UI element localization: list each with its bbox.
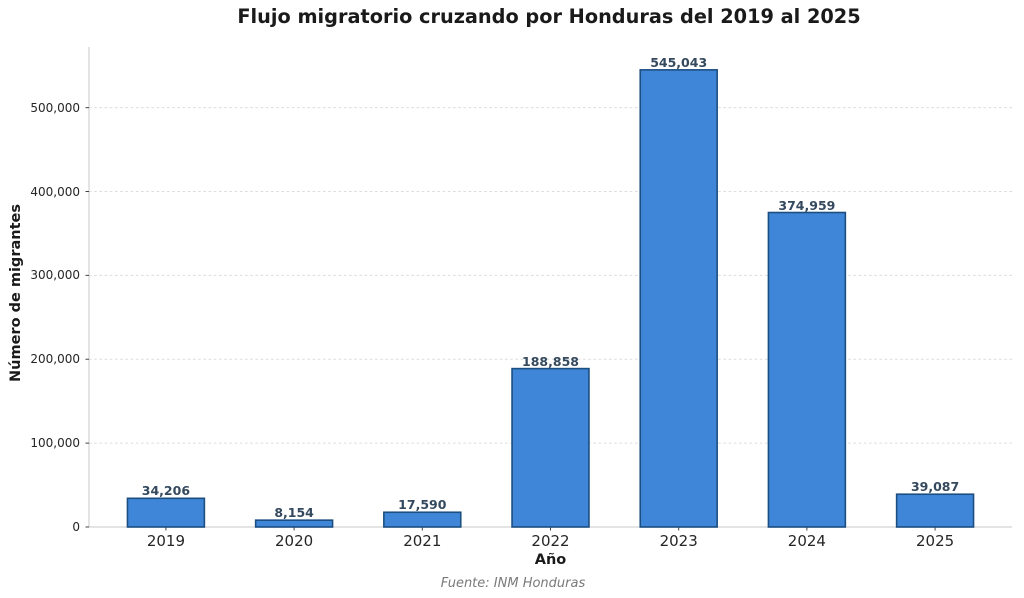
bar-2021 — [383, 511, 462, 528]
bar-2025 — [895, 493, 975, 528]
bar-2019 — [126, 497, 206, 528]
x-tick-label-2025: 2025 — [915, 532, 955, 550]
y-tick-label-200,000: 200,000 — [30, 352, 80, 367]
x-axis-title: Año — [534, 552, 567, 568]
source-note: Fuente: INM Honduras — [440, 576, 586, 591]
x-tick-label-2022: 2022 — [531, 532, 570, 550]
y-tick-label-0: 0 — [72, 520, 80, 534]
value-label-2024: 374,959 — [778, 197, 836, 213]
value-label-2023: 545,043 — [650, 54, 708, 70]
y-tick-label-300,000: 300,000 — [30, 268, 80, 283]
x-tick-label-2024: 2024 — [787, 532, 826, 550]
y-tick-label-100,000: 100,000 — [30, 436, 80, 451]
y-tick-label-400,000: 400,000 — [30, 184, 80, 199]
x-tick-label-2021: 2021 — [403, 532, 442, 550]
x-tick-label-2019: 2019 — [146, 532, 185, 550]
x-tick-label-2020: 2020 — [275, 532, 314, 550]
value-label-2022: 188,858 — [522, 353, 579, 369]
bar-2024 — [767, 211, 847, 528]
value-label-2025: 39,087 — [910, 479, 960, 495]
y-tick-label-500,000: 500,000 — [30, 100, 80, 115]
value-label-2019: 34,206 — [141, 483, 191, 499]
bar-2022 — [511, 367, 590, 528]
chart-title: Flujo migratorio cruzando por Honduras d… — [237, 5, 861, 28]
bar-2020 — [254, 519, 334, 528]
value-label-2021: 17,590 — [398, 497, 447, 513]
bar-2023 — [639, 69, 718, 528]
value-label-2020: 8,154 — [274, 505, 314, 521]
y-axis-title: Número de migrantes — [8, 204, 24, 382]
x-tick-label-2023: 2023 — [659, 532, 698, 550]
